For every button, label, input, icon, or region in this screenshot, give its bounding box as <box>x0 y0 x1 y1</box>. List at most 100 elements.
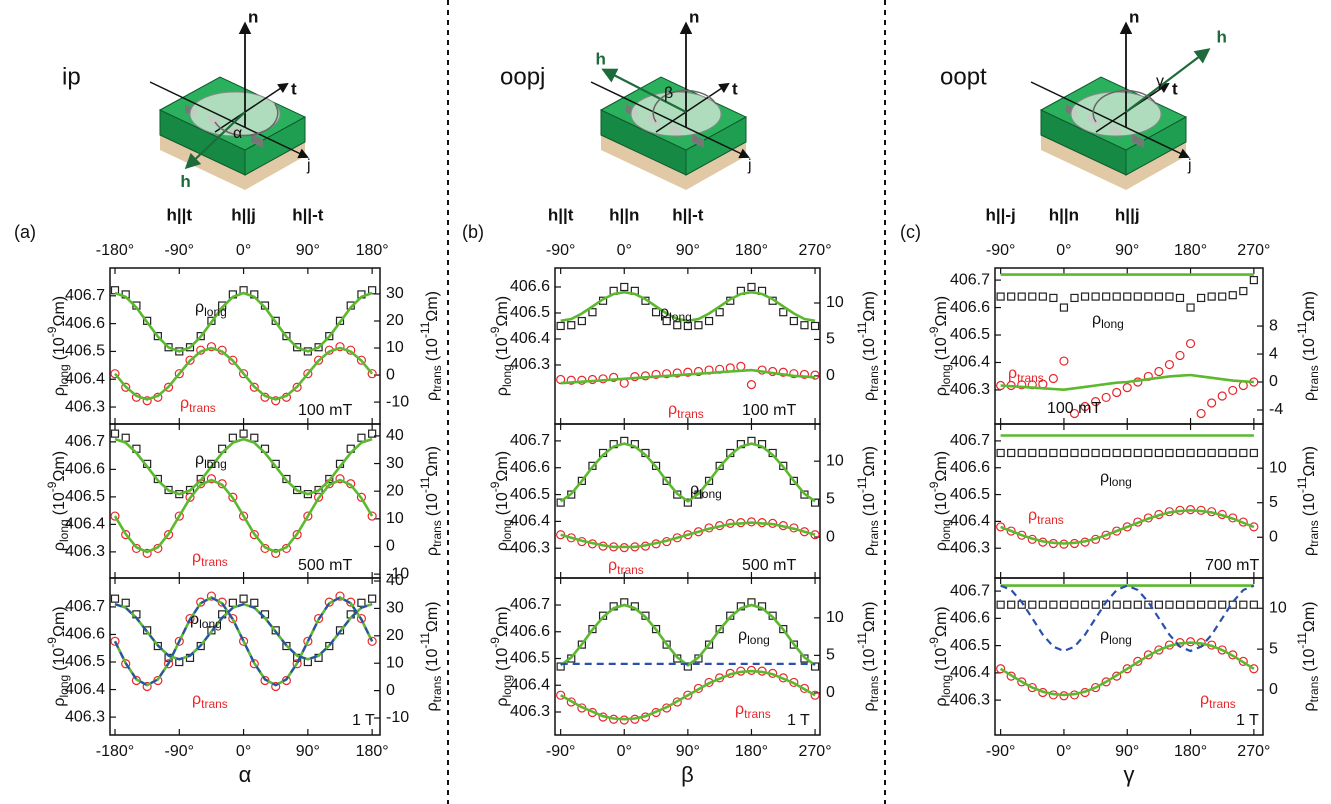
y2-tick-label: 0 <box>386 538 395 555</box>
y-axis-label-part: -9 <box>927 326 941 337</box>
data-circle <box>292 529 302 540</box>
data-square <box>1038 448 1047 458</box>
y-axis-label-part: Ωm) <box>494 606 511 637</box>
y2-axis-label: ρtrans (10-11Ωm) <box>1295 291 1321 401</box>
data-circle <box>1122 664 1132 674</box>
data-circle <box>683 690 693 700</box>
fit-line <box>114 291 373 353</box>
y2-tick-label: 30 <box>386 285 404 302</box>
data-square <box>800 321 809 330</box>
data-square <box>1186 448 1195 458</box>
rho-long-label-part: ρ <box>690 481 699 498</box>
rho-long-label-part: ρ <box>195 451 204 468</box>
data-square <box>588 308 597 317</box>
y-axis-label-part: Ωm) <box>51 451 68 482</box>
y-axis-label-part: Ωm) <box>933 606 950 637</box>
data-circle <box>778 367 788 377</box>
data-square <box>1112 448 1121 458</box>
data-square <box>1007 292 1016 301</box>
data-square <box>1165 600 1174 609</box>
y2-tick-label: 5 <box>1269 640 1278 657</box>
y2-axis-label-part: -11 <box>855 321 869 338</box>
rho-long-label-part: long <box>1101 317 1124 331</box>
y-axis-label: ρlong (10-9Ωm) <box>927 606 953 706</box>
field-direction-label: h||j <box>1115 205 1140 224</box>
fit-line <box>560 368 816 385</box>
y2-tick-label: 0 <box>826 367 835 384</box>
y2-axis-label-part: (10 <box>861 493 878 516</box>
y2-axis-label-part: ρ <box>424 702 441 711</box>
x-tick-label: 0° <box>236 743 251 760</box>
field-direction-label: h||t <box>548 205 574 224</box>
data-square <box>228 598 237 607</box>
data-circle <box>238 369 249 379</box>
data-circle <box>1017 677 1027 687</box>
data-circle <box>799 369 810 380</box>
field-label: 100 mT <box>1047 400 1101 417</box>
data-circle <box>736 361 746 372</box>
data-square <box>683 321 692 331</box>
y2-axis-label-part: ρ <box>1301 702 1318 711</box>
rho-long-label-part: long <box>669 310 692 324</box>
data-circle <box>1217 645 1227 655</box>
data-square <box>121 433 130 442</box>
data-square <box>662 316 671 326</box>
data-circle <box>206 474 217 484</box>
angle-label: γ <box>1156 73 1164 90</box>
field-label: 500 mT <box>742 557 796 574</box>
y2-tick-label: 30 <box>386 600 404 617</box>
y-axis-label-part: ρ <box>933 542 950 551</box>
x-tick-label: 0° <box>617 242 632 259</box>
data-circle <box>1249 522 1259 532</box>
data-square <box>250 598 259 607</box>
panel-frame <box>554 267 821 425</box>
rho-long-label: ρlong <box>690 481 722 501</box>
data-square <box>1123 600 1132 609</box>
data-square <box>196 641 205 651</box>
x-tick-label: 0° <box>236 242 251 259</box>
data-square <box>1017 448 1026 458</box>
y2-axis-label-part: (10 <box>1301 493 1318 516</box>
data-square <box>1017 292 1026 301</box>
data-square <box>357 598 366 607</box>
y-axis-label-part: (10 <box>51 648 68 671</box>
data-circle <box>1122 383 1132 393</box>
y-tick-label: 406.6 <box>65 315 105 332</box>
y-tick-label: 406.4 <box>65 370 105 387</box>
rho-trans-label-part: ρ <box>608 557 617 574</box>
data-square <box>164 343 173 352</box>
data-circle <box>249 529 259 540</box>
data-square <box>789 640 798 649</box>
x-tick-label: -90° <box>546 743 576 760</box>
data-circle <box>110 511 120 521</box>
data-square <box>293 485 302 495</box>
rho-long-label-part: ρ <box>1100 627 1109 644</box>
x-tick-label: 180° <box>735 743 768 760</box>
y2-axis-label-part: trans <box>430 676 444 703</box>
y2-axis-label-part: ρ <box>1301 547 1318 556</box>
rho-trans-label: ρtrans <box>1008 365 1044 385</box>
contact-pad <box>692 134 704 148</box>
y-axis-label-part: -9 <box>45 481 59 492</box>
data-circle <box>609 372 619 382</box>
rho-long-label-part: long <box>699 487 722 501</box>
y-axis-label-part: Ωm) <box>933 451 950 482</box>
rho-long-label: ρlong <box>1092 311 1124 331</box>
angle-arc <box>652 89 717 123</box>
data-square <box>1196 448 1206 458</box>
axis-t-label: t <box>732 79 738 98</box>
data-circle <box>367 636 377 646</box>
data-square <box>1154 448 1163 458</box>
y2-tick-label: 4 <box>1269 345 1278 362</box>
y-tick-label: 406.5 <box>65 343 105 360</box>
data-circle <box>566 375 576 385</box>
data-circle <box>1217 391 1227 401</box>
y2-tick-label: 0 <box>386 682 395 699</box>
y2-axis-label-part: (10 <box>424 338 441 361</box>
panel-frame <box>994 577 1264 736</box>
y2-axis-label: ρtrans (10-11Ωm) <box>418 602 444 712</box>
rho-trans-label: ρtrans <box>668 401 704 421</box>
rho-long-label: ρlong <box>195 299 227 319</box>
y-tick-label: 406.4 <box>65 516 105 533</box>
data-square <box>1059 600 1069 609</box>
